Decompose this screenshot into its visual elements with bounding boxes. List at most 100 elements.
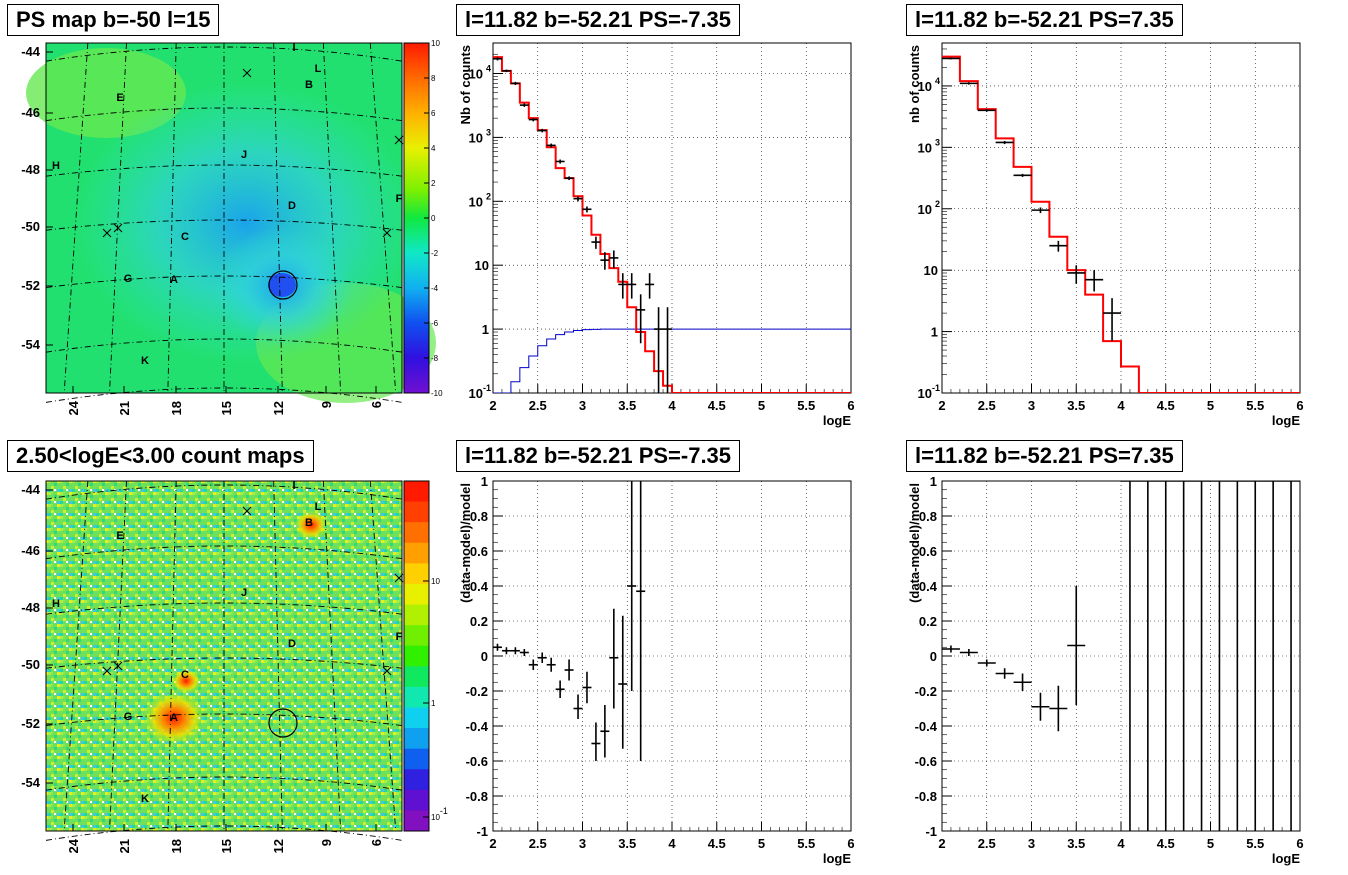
resid_neg-x-tick-label: 4	[668, 836, 676, 851]
map2-parallel-line	[45, 713, 403, 727]
map1-y-tick-label: -46	[21, 105, 40, 120]
colorbar2-band	[404, 645, 429, 667]
map2-marker-x	[113, 661, 123, 671]
resid_neg-y-tick-label: -0.2	[466, 684, 488, 699]
map1-x-tick-label: 9	[319, 401, 334, 408]
resid_neg-y-tick-label: -0.8	[466, 789, 488, 804]
map2-source-label-g: G	[124, 711, 133, 723]
spec_neg-model-histogram	[493, 56, 851, 393]
map1-x-tick-label: 21	[117, 401, 132, 415]
resid_pos-x-tick-label: 3.5	[1067, 836, 1085, 851]
map2-x-tick-label: 9	[319, 839, 334, 846]
colorbar2-band	[404, 789, 429, 811]
spec_pos-y-tick-exp: 2	[935, 199, 940, 209]
colorbar2-band	[404, 481, 429, 503]
map1-source-label-j: J	[241, 149, 247, 161]
resid_neg-data-group	[493, 481, 646, 761]
map2-meridian-line	[167, 480, 177, 832]
map1-parallel-line	[45, 275, 403, 289]
resid_pos-y-tick-label: 1	[930, 474, 937, 489]
spec_pos-x-tick-label: 3.5	[1067, 398, 1085, 413]
map2-parallel-line	[45, 657, 403, 669]
colorbar2-band	[404, 522, 429, 544]
spec_pos-x-tick-label: 2.5	[978, 398, 996, 413]
map1-frame	[45, 42, 403, 394]
spec_neg-x-tick-label: 6	[847, 398, 854, 413]
resid_pos-x-tick-label: 3	[1028, 836, 1035, 851]
resid-neg-title: l=11.82 b=-52.21 PS=-7.35	[456, 440, 741, 472]
resid_neg-y-tick-label: 0.8	[470, 509, 488, 524]
resid_neg-x-tick-label: 6	[847, 836, 854, 851]
spec_neg-x-tick-label: 5.5	[797, 398, 815, 413]
resid_pos-x-tick-label: 2.5	[978, 836, 996, 851]
resid_neg-y-tick-label: -0.4	[466, 719, 489, 734]
map1-source-label-a: A	[170, 274, 178, 286]
map2-title: 2.50<logE<3.00 count maps	[7, 440, 314, 472]
spec_pos-y-tick-exp: 3	[935, 137, 940, 147]
map2-frame	[45, 480, 403, 832]
map1-source-label-k: K	[141, 355, 149, 367]
spec_pos-x-tick-label: 2	[938, 398, 945, 413]
map2-source-label-j: J	[241, 587, 247, 599]
map1-x-tick-label: 6	[369, 401, 384, 408]
resid_neg-x-tick-label: 5.5	[797, 836, 815, 851]
resid_neg-x-tick-label: 3.5	[618, 836, 636, 851]
map2-x-tick-label: 21	[117, 839, 132, 853]
map2-colorbar-frame	[403, 480, 430, 832]
colorbar2-band	[404, 604, 429, 626]
resid_pos-data-group	[942, 481, 1300, 831]
map1-marker-x	[113, 223, 123, 233]
colorbar1-tick-label: 0	[431, 214, 436, 223]
map1-title: PS map b=-50 l=15	[7, 4, 220, 36]
spec_neg-y-tick-exp: 4	[486, 63, 491, 73]
colorbar2-tick-label: 10-1	[431, 806, 448, 822]
colorbar2-band	[404, 542, 429, 564]
map2-source-label-f: F	[396, 631, 403, 643]
map2-source-label-d: D	[288, 638, 296, 650]
resid_pos-y-tick-label: 0.2	[919, 614, 937, 629]
colorbar1-tick-label: -6	[431, 319, 439, 328]
map2-marker-x	[382, 666, 392, 676]
spec_pos-y-tick-label: 10	[918, 79, 932, 94]
map1-target-circle	[268, 270, 298, 300]
map2-x-tick-label: 15	[219, 839, 234, 853]
resid_pos-y-tick-label: -0.4	[915, 719, 938, 734]
colorbar2-band	[404, 501, 429, 523]
map1-x-tick-label: 18	[169, 401, 184, 415]
count-map-panel: -44 -46 -48 -50 -52 -54 24 21 18 15 12 9 6 I LB E H J D F C G…	[21, 480, 448, 853]
map2-source-label-i: I	[292, 480, 295, 492]
map1-marker-x	[102, 228, 112, 238]
spec_pos-y-tick-label: 10	[918, 386, 932, 401]
spec_pos-y-tick-label: 1	[931, 325, 938, 340]
resid-pos-title: l=11.82 b=-52.21 PS=7.35	[906, 440, 1183, 472]
map1-y-tick-label: -44	[21, 44, 41, 59]
spec_pos-x-tick-label: 3	[1028, 398, 1035, 413]
map1-source-label-e: E	[116, 92, 123, 104]
map1-y-tick-label: -48	[21, 162, 40, 177]
colorbar1-tick-label: 10	[431, 39, 440, 48]
resid_pos-y-tick-label: 0.4	[919, 579, 938, 594]
resid_neg-y-axis-label: (data-model)/model	[458, 483, 473, 603]
map1-meridian-line	[273, 42, 283, 394]
spec_pos-y-tick-label: 10	[924, 263, 938, 278]
colorbar2-band	[404, 769, 429, 791]
resid_pos-y-tick-label: 0.8	[919, 509, 937, 524]
resid_pos-x-tick-label: 4	[1117, 836, 1125, 851]
resid_neg-plot: 2 2.5 3 3.5 4 4.5 5 5.5 6 -1 -0.8 -0.6 -0.4 -0.2 0 0.2 0…	[458, 474, 855, 866]
map2-meridian-line	[273, 480, 283, 832]
colorbar1-tick-label: 8	[431, 74, 436, 83]
map1-source-label-g: G	[124, 273, 133, 285]
map2-parallel-line	[45, 825, 403, 841]
colorbar2-band	[404, 748, 429, 770]
resid_pos-y-tick-label: -1	[925, 824, 937, 839]
spec_pos-x-axis-label: logE	[1272, 413, 1300, 428]
map1-y-tick-label: -52	[21, 278, 40, 293]
map1-source-label-i: I	[292, 42, 295, 54]
map1-meridian-line	[167, 42, 177, 394]
spec_neg-x-tick-label: 5	[758, 398, 765, 413]
resid_pos-y-axis-label: (data-model)/model	[907, 483, 922, 603]
spec_neg-x-tick-label: 2	[489, 398, 496, 413]
map2-x-tick-label: 12	[271, 839, 286, 853]
